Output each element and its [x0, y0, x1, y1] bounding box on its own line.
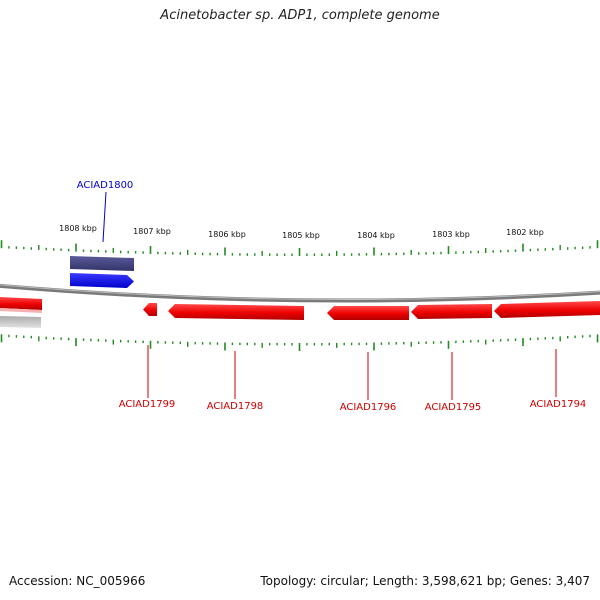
map-title: Acinetobacter sp. ADP1, complete genome	[160, 8, 440, 23]
gene-ACIAD1800-arrow[interactable]	[70, 273, 134, 288]
gray-segment	[0, 316, 41, 328]
scale-label-1805: 1805 kbp	[282, 231, 320, 240]
scale-label-1802: 1802 kbp	[506, 228, 544, 237]
genome-backbone	[0, 283, 600, 303]
genome-summary: Topology: circular; Length: 3,598,621 bp…	[260, 574, 590, 588]
gene-ACIAD1794[interactable]	[494, 301, 600, 318]
leader-ACIAD1800	[102, 191, 107, 243]
gene-ACIAD1795[interactable]	[411, 304, 492, 319]
label-ACIAD1794[interactable]: ACIAD1794	[530, 399, 587, 410]
scale-label-1806: 1806 kbp	[208, 230, 246, 239]
label-ACIAD1800[interactable]: ACIAD1800	[77, 180, 134, 191]
reverse-genes	[0, 297, 600, 320]
gene-ACIAD1798[interactable]	[168, 304, 304, 320]
scale-label-1808: 1808 kbp	[59, 224, 97, 233]
label-ACIAD1795[interactable]: ACIAD1795	[425, 402, 482, 413]
gene-ACIAD1799[interactable]	[143, 303, 157, 316]
accession-text: Accession: NC_005966	[9, 574, 146, 588]
gene-ACIAD1800-shadow[interactable]	[70, 256, 134, 271]
outer-scale-ticks	[0, 240, 599, 256]
label-ACIAD1796[interactable]: ACIAD1796	[340, 402, 397, 413]
scale-labels: 1808 kbp 1807 kbp 1806 kbp 1805 kbp 1804…	[59, 224, 544, 240]
gene-ACIAD1796[interactable]	[327, 306, 409, 320]
label-ACIAD1799[interactable]: ACIAD1799	[119, 399, 176, 410]
scale-label-1804: 1804 kbp	[357, 231, 395, 240]
inner-scale-ticks	[0, 334, 599, 351]
scale-label-1807: 1807 kbp	[133, 227, 171, 236]
gene-left-edge[interactable]	[0, 297, 42, 310]
label-ACIAD1798[interactable]: ACIAD1798	[207, 401, 264, 412]
scale-label-1803: 1803 kbp	[432, 230, 470, 239]
